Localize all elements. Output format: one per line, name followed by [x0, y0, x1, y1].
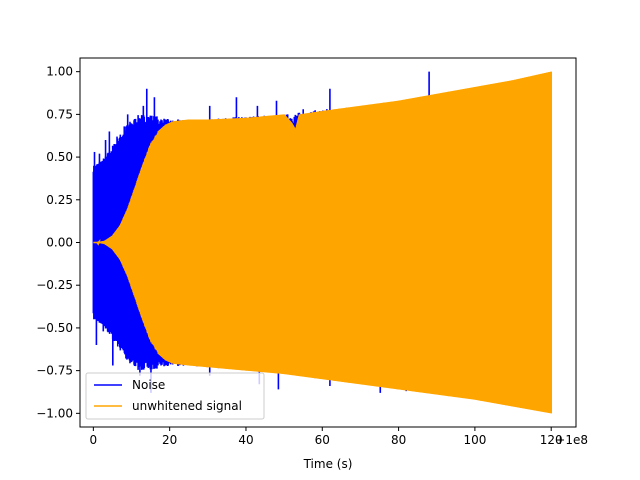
- y-tick-label: 0.00: [46, 236, 73, 250]
- x-tick-label: 80: [391, 433, 406, 447]
- y-tick-label: 0.75: [46, 107, 73, 121]
- axes: 0 20 40 60 80 100 120 −1.00 −0.75 −0.50 −0.25 0.00 0…: [36, 57, 577, 447]
- plot-area: [92, 71, 552, 414]
- y-tick-label: −0.25: [36, 278, 73, 292]
- x-tick-label: 60: [315, 433, 330, 447]
- y-tick-label: −0.50: [36, 321, 73, 335]
- legend-box: [85, 372, 265, 420]
- y-tick-label: −1.00: [36, 406, 73, 420]
- legend: Noise unwhitened signal: [85, 372, 265, 420]
- y-tick-label: 1.00: [46, 65, 73, 79]
- x-tick-label: 0: [90, 433, 98, 447]
- legend-label-unwhitened-signal: unwhitened signal: [132, 399, 242, 413]
- unwhitened-signal-series-overlay: [157, 71, 552, 414]
- y-tick-label: 0.50: [46, 150, 73, 164]
- x-tick-label: 120: [540, 433, 563, 447]
- legend-label-noise: Noise: [132, 378, 165, 392]
- x-axis-label: Time (s): [303, 457, 353, 471]
- y-tick-label: 0.25: [46, 193, 73, 207]
- x-tick-label: 100: [463, 433, 486, 447]
- y-tick-label: −0.75: [36, 364, 73, 378]
- x-tick-label: 40: [238, 433, 253, 447]
- x-axis-offset-label: +1e8: [555, 433, 588, 447]
- x-tick-label: 20: [162, 433, 177, 447]
